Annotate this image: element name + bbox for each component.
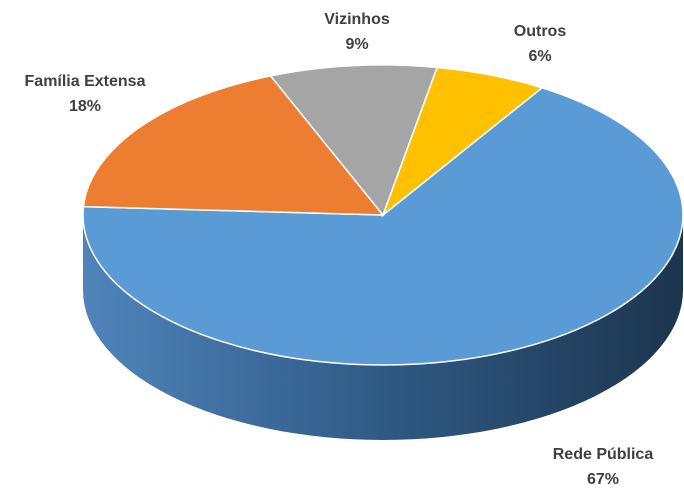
slice-label: Rede Pública (553, 446, 654, 463)
slice-side (83, 215, 683, 440)
slice (269, 64, 439, 217)
slice-value-label: 9% (345, 36, 368, 53)
slice-value-label: 6% (528, 48, 551, 65)
slice (82, 75, 385, 216)
slice-label: Família Extensa (25, 73, 146, 90)
slice-label: Outros (514, 23, 567, 40)
slice-value-label: 18% (69, 98, 101, 115)
slice (82, 86, 684, 366)
slice-label: Vizinhos (324, 11, 390, 28)
slice (381, 66, 544, 218)
slice-value-label: 67% (587, 471, 619, 488)
